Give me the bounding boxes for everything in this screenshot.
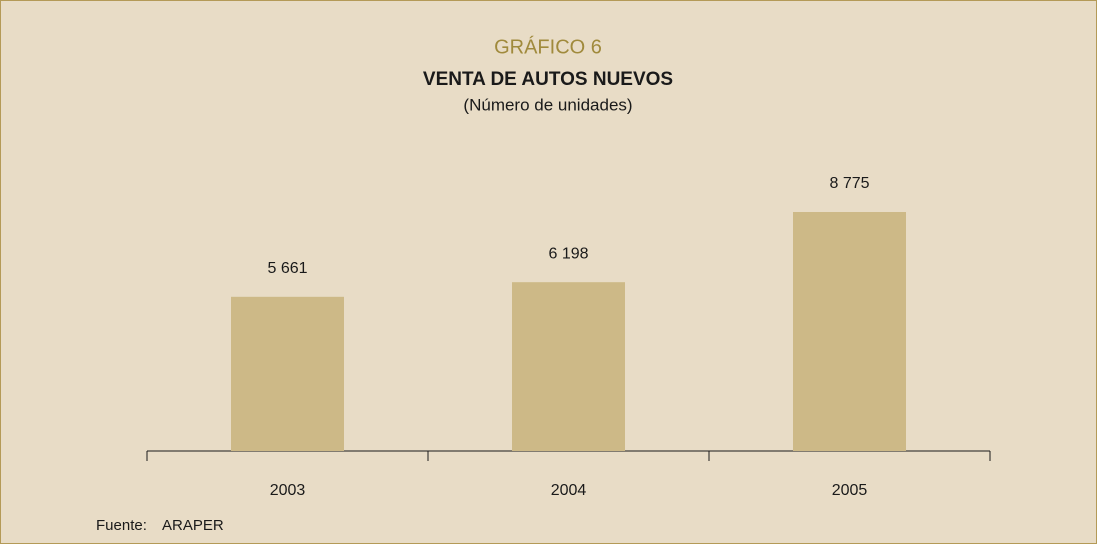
bar [512,282,625,451]
source-label: Fuente: [96,517,147,534]
x-tick-label: 2004 [551,482,587,499]
chart-subtitle: VENTA DE AUTOS NUEVOS [423,69,673,90]
value-label: 6 198 [548,245,588,262]
x-tick-label: 2003 [270,482,306,499]
value-label: 8 775 [829,175,869,192]
bar [793,212,906,451]
unit-label: (Número de unidades) [463,95,632,114]
chart-title: GRÁFICO 6 [494,35,602,58]
bar [231,296,344,451]
value-label: 5 661 [267,260,307,277]
source: ARAPER [162,517,224,534]
x-tick-label: 2005 [832,482,868,499]
